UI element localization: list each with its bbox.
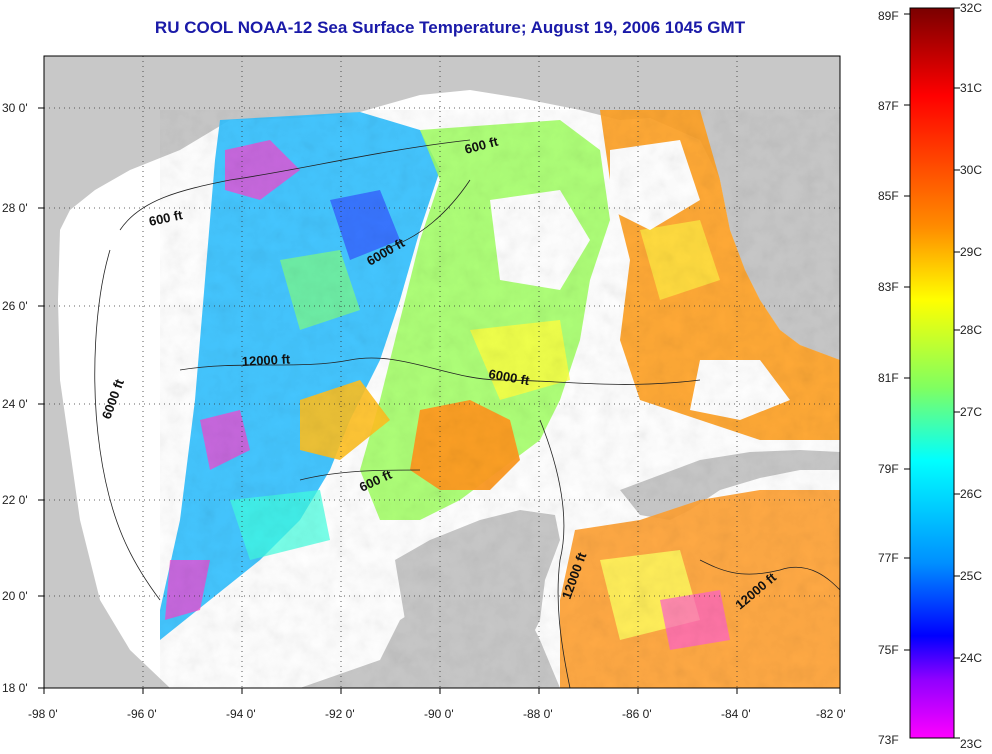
colorbar-gradient (909, 7, 955, 739)
y-tick-label: 24 0' (2, 397, 28, 411)
y-tick-label: 22 0' (2, 493, 28, 507)
colorbar-c-label: 30C (960, 163, 982, 177)
x-tick-label: -84 0' (721, 707, 751, 721)
contour-label: 12000 ft (241, 351, 291, 369)
x-axis-labels: -98 0' -96 0' -94 0' -92 0' -90 0' -88 0… (28, 707, 846, 721)
colorbar-f-label: 75F (878, 643, 899, 657)
colorbar-c-label: 26C (960, 487, 982, 501)
graticule (44, 56, 840, 688)
x-tick-label: -96 0' (127, 707, 157, 721)
colorbar-f-label: 85F (878, 189, 899, 203)
colorbar-f-label: 77F (878, 551, 899, 565)
colorbar-f-label: 79F (878, 462, 899, 476)
x-tick-label: -98 0' (28, 707, 58, 721)
x-tick-label: -82 0' (816, 707, 846, 721)
x-tick-label: -88 0' (523, 707, 553, 721)
contour-label: 6000 ft (487, 366, 531, 388)
map-frame (43, 55, 841, 689)
colorbar: 89F 87F 85F 83F 81F 79F 77F 75F 73F 32C … (878, 1, 982, 751)
colorbar-c-label: 29C (960, 245, 982, 259)
y-axis-labels: 30 0' 28 0' 26 0' 24 0' 22 0' 20 0' 18 0… (2, 101, 28, 695)
contour-label: 600 ft (148, 207, 185, 229)
x-tick-label: -86 0' (622, 707, 652, 721)
colorbar-f-label: 87F (878, 99, 899, 113)
colorbar-c-label: 25C (960, 569, 982, 583)
colorbar-c-label: 23C (960, 737, 982, 751)
bathymetry-contours (94, 139, 840, 688)
colorbar-f-label: 73F (878, 733, 899, 747)
map-title: RU COOL NOAA-12 Sea Surface Temperature;… (154, 18, 746, 37)
y-tick-label: 26 0' (2, 299, 28, 313)
y-tick-label: 28 0' (2, 201, 28, 215)
colorbar-c-label: 28C (960, 323, 982, 337)
map-area: 600 ft 600 ft 6000 ft 12000 ft 6000 ft 6… (44, 56, 840, 688)
y-tick-label: 18 0' (2, 681, 28, 695)
y-tick-label: 20 0' (2, 589, 28, 603)
x-tick-label: -90 0' (424, 707, 454, 721)
colorbar-f-label: 83F (878, 280, 899, 294)
colorbar-f-label: 81F (878, 371, 899, 385)
colorbar-c-label: 31C (960, 81, 982, 95)
x-tick-label: -92 0' (325, 707, 355, 721)
colorbar-f-label: 89F (878, 9, 899, 23)
colorbar-c-label: 24C (960, 651, 982, 665)
colorbar-c-label: 32C (960, 1, 982, 15)
frame-ticks (38, 107, 841, 694)
y-tick-label: 30 0' (2, 101, 28, 115)
colorbar-c-label: 27C (960, 405, 982, 419)
x-tick-label: -94 0' (226, 707, 256, 721)
